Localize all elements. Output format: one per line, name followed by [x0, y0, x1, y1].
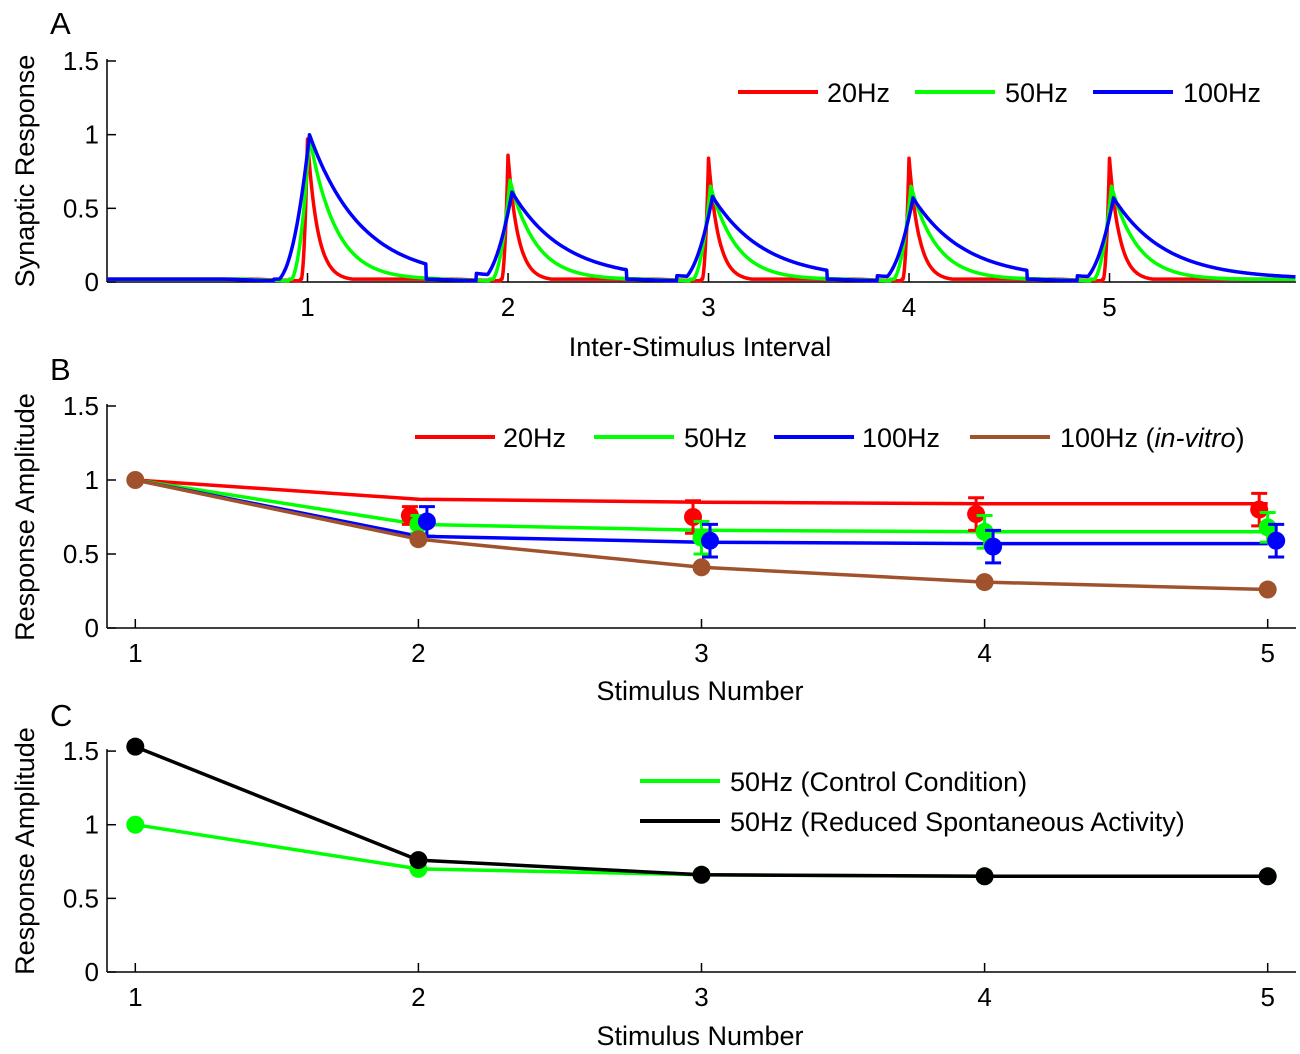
legend-label: 20Hz — [827, 78, 890, 108]
data-point — [1267, 531, 1286, 550]
x-tick-label: 5 — [1260, 638, 1274, 668]
data-point — [700, 531, 719, 550]
data-point — [409, 851, 428, 870]
data-point — [1258, 867, 1277, 886]
y-axis-label: Synaptic Response — [10, 55, 40, 288]
y-tick-label: 1.5 — [63, 736, 99, 766]
data-point — [975, 867, 994, 886]
x-tick-label: 1 — [128, 638, 142, 668]
trace-20Hz — [105, 137, 1297, 283]
y-tick-label: 0.5 — [63, 539, 99, 569]
y-tick-label: 1 — [85, 120, 99, 150]
panel-B: 0 0.5 1 1.5 1 2 3 4 5 B Stimulus Number Response Am… — [10, 352, 1296, 706]
data-point — [975, 573, 994, 592]
legend-label: 100Hz (in-vitro) — [1060, 423, 1245, 453]
panel-letter: A — [50, 6, 71, 41]
data-point — [1258, 580, 1277, 599]
y-tick-label: 0 — [85, 613, 99, 643]
data-point — [1258, 518, 1277, 537]
y-tick-label: 1.5 — [63, 46, 99, 76]
data-point — [692, 558, 711, 577]
x-tick-label: 3 — [701, 292, 715, 322]
data-point — [684, 508, 703, 526]
y-tick-label: 0.5 — [63, 883, 99, 913]
data-point — [967, 505, 986, 524]
x-axis-label: Inter-Stimulus Interval — [569, 332, 832, 362]
legend-label: 50Hz — [1005, 78, 1068, 108]
x-tick-label: 4 — [902, 292, 916, 322]
legend-label: 100Hz — [862, 423, 940, 453]
panel-C: 0 0.5 1 1.5 1 2 3 4 5 C Stimulus Number Response Am… — [10, 698, 1296, 1051]
x-tick-label: 3 — [694, 638, 708, 668]
legend-label: 100Hz — [1183, 78, 1261, 108]
data-point — [975, 522, 994, 541]
y-axis-label: Response Amplitude — [10, 727, 40, 975]
x-tick-label: 4 — [977, 638, 991, 668]
data-point — [126, 471, 145, 489]
data-point — [126, 815, 145, 834]
trace-50Hz — [105, 134, 1297, 283]
x-tick-label: 2 — [411, 638, 425, 668]
model-line-0 — [135, 478, 1268, 506]
data-point — [409, 530, 428, 549]
y-tick-label: 0 — [85, 267, 99, 297]
data-point — [417, 512, 436, 531]
legend: 50Hz (Control Condition) 50Hz (Reduced Sp… — [640, 767, 1185, 837]
y-tick-label: 1.5 — [63, 391, 99, 421]
data-point — [692, 865, 711, 884]
x-tick-label: 2 — [501, 292, 515, 322]
data-point — [126, 737, 145, 756]
x-tick-label: 2 — [411, 982, 425, 1012]
panel-letter: B — [50, 352, 71, 387]
y-tick-label: 0 — [85, 957, 99, 987]
x-tick-label: 1 — [128, 982, 142, 1012]
x-axis-label: Stimulus Number — [596, 676, 803, 706]
x-tick-label: 5 — [1102, 292, 1116, 322]
y-axis-label: Response Amplitude — [10, 393, 40, 641]
x-tick-label: 5 — [1260, 982, 1274, 1012]
legend-label: 50Hz (Reduced Spontaneous Activity) — [730, 807, 1185, 837]
x-axis-label: Stimulus Number — [596, 1021, 803, 1051]
x-tick-label: 4 — [977, 982, 991, 1012]
data-point — [1250, 500, 1269, 519]
data-point — [984, 537, 1003, 556]
x-tick-label: 3 — [694, 982, 708, 1012]
y-tick-label: 1 — [85, 465, 99, 495]
trace-100Hz — [105, 132, 1297, 283]
legend-label: 50Hz (Control Condition) — [730, 767, 1027, 797]
y-tick-label: 0.5 — [63, 193, 99, 223]
legend: 20Hz 50Hz 100Hz — [738, 78, 1261, 108]
panel-letter: C — [50, 698, 72, 733]
legend-label: 50Hz — [684, 423, 747, 453]
legend: 20Hz 50Hz 100Hz 100Hz (in-vitro) — [415, 423, 1245, 453]
panel-A: 0 0.5 1 1.5 1 2 3 4 5 A Inter-Stimulus Interval Syn… — [10, 6, 1297, 362]
x-tick-label: 1 — [300, 292, 314, 322]
y-tick-label: 1 — [85, 810, 99, 840]
legend-label: 20Hz — [503, 423, 566, 453]
